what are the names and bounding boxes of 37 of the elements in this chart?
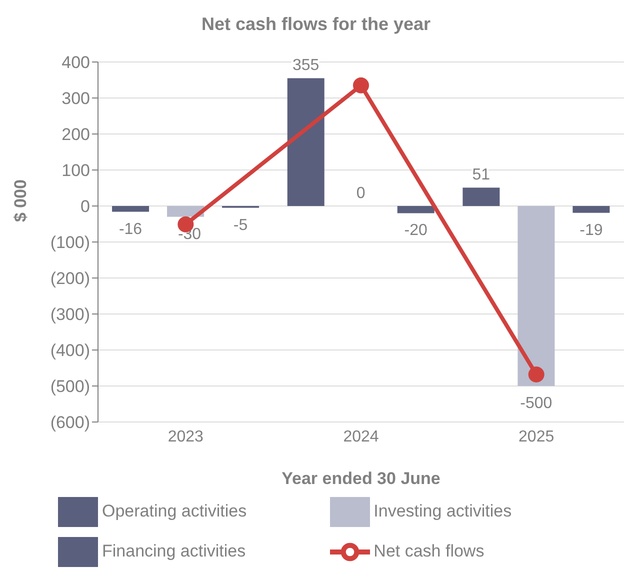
legend-label: Financing activities	[102, 541, 246, 560]
data-label: -500	[520, 395, 552, 412]
y-tick-label: (500)	[50, 377, 90, 396]
data-label: -19	[580, 222, 603, 239]
y-tick-label: 200	[62, 125, 90, 144]
y-tick-label: (400)	[50, 341, 90, 360]
bar	[397, 206, 434, 214]
y-tick-label: 300	[62, 89, 90, 108]
y-tick-label: 0	[80, 197, 90, 216]
x-tick-label: 2023	[168, 428, 204, 446]
bar	[112, 206, 150, 212]
legend-label: Operating activities	[102, 501, 247, 520]
y-axis-title: $ 000	[11, 179, 30, 222]
legend-label: Investing activities	[374, 501, 512, 520]
y-tick-label: 400	[62, 53, 90, 72]
point	[353, 77, 369, 94]
x-tick-label: 2024	[343, 428, 379, 446]
data-label: 51	[472, 166, 490, 184]
y-tick-label: 100	[62, 161, 90, 180]
legend-label: Net cash flows	[374, 541, 484, 560]
chart-title: Net cash flows for the year	[200, 13, 432, 36]
point	[528, 366, 544, 382]
data-label: 0	[356, 185, 366, 202]
x-axis-title: Year ended 30 June	[282, 469, 440, 488]
bar	[462, 188, 500, 206]
y-tick-label: (300)	[50, 305, 90, 324]
data-label: -5	[233, 216, 248, 234]
y-tick-label: (600)	[50, 413, 90, 432]
y-tick-label: (100)	[50, 233, 90, 252]
bar	[572, 206, 610, 213]
x-tick-label: 2025	[518, 428, 554, 446]
y-tick-label: (200)	[50, 269, 90, 288]
data-label: 355	[292, 57, 320, 74]
data-label: -20	[404, 222, 428, 240]
bar	[518, 206, 555, 386]
data-label: -16	[118, 220, 142, 238]
bar	[287, 78, 324, 206]
